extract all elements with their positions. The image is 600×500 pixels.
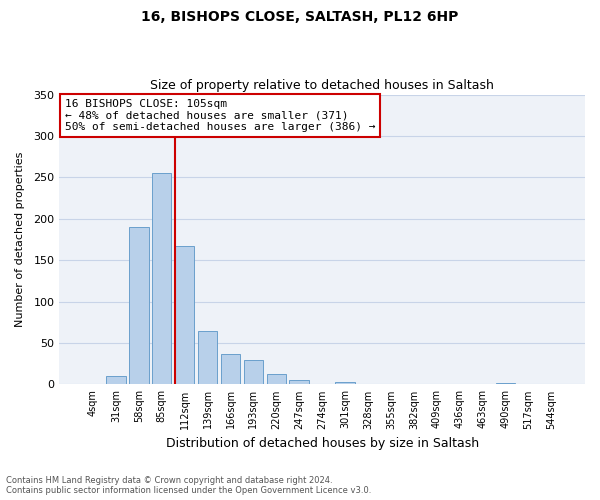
X-axis label: Distribution of detached houses by size in Saltash: Distribution of detached houses by size … [166, 437, 479, 450]
Bar [496, 383, 515, 384]
Bar [175, 246, 194, 384]
Bar [335, 382, 355, 384]
Bar [152, 173, 172, 384]
Bar [106, 376, 125, 384]
Bar [244, 360, 263, 384]
Bar [129, 227, 149, 384]
Text: Contains HM Land Registry data © Crown copyright and database right 2024.
Contai: Contains HM Land Registry data © Crown c… [6, 476, 371, 495]
Bar [221, 354, 240, 384]
Bar [198, 330, 217, 384]
Bar [266, 374, 286, 384]
Y-axis label: Number of detached properties: Number of detached properties [15, 152, 25, 327]
Text: 16, BISHOPS CLOSE, SALTASH, PL12 6HP: 16, BISHOPS CLOSE, SALTASH, PL12 6HP [142, 10, 458, 24]
Bar [289, 380, 309, 384]
Title: Size of property relative to detached houses in Saltash: Size of property relative to detached ho… [150, 79, 494, 92]
Text: 16 BISHOPS CLOSE: 105sqm
← 48% of detached houses are smaller (371)
50% of semi-: 16 BISHOPS CLOSE: 105sqm ← 48% of detach… [65, 99, 375, 132]
